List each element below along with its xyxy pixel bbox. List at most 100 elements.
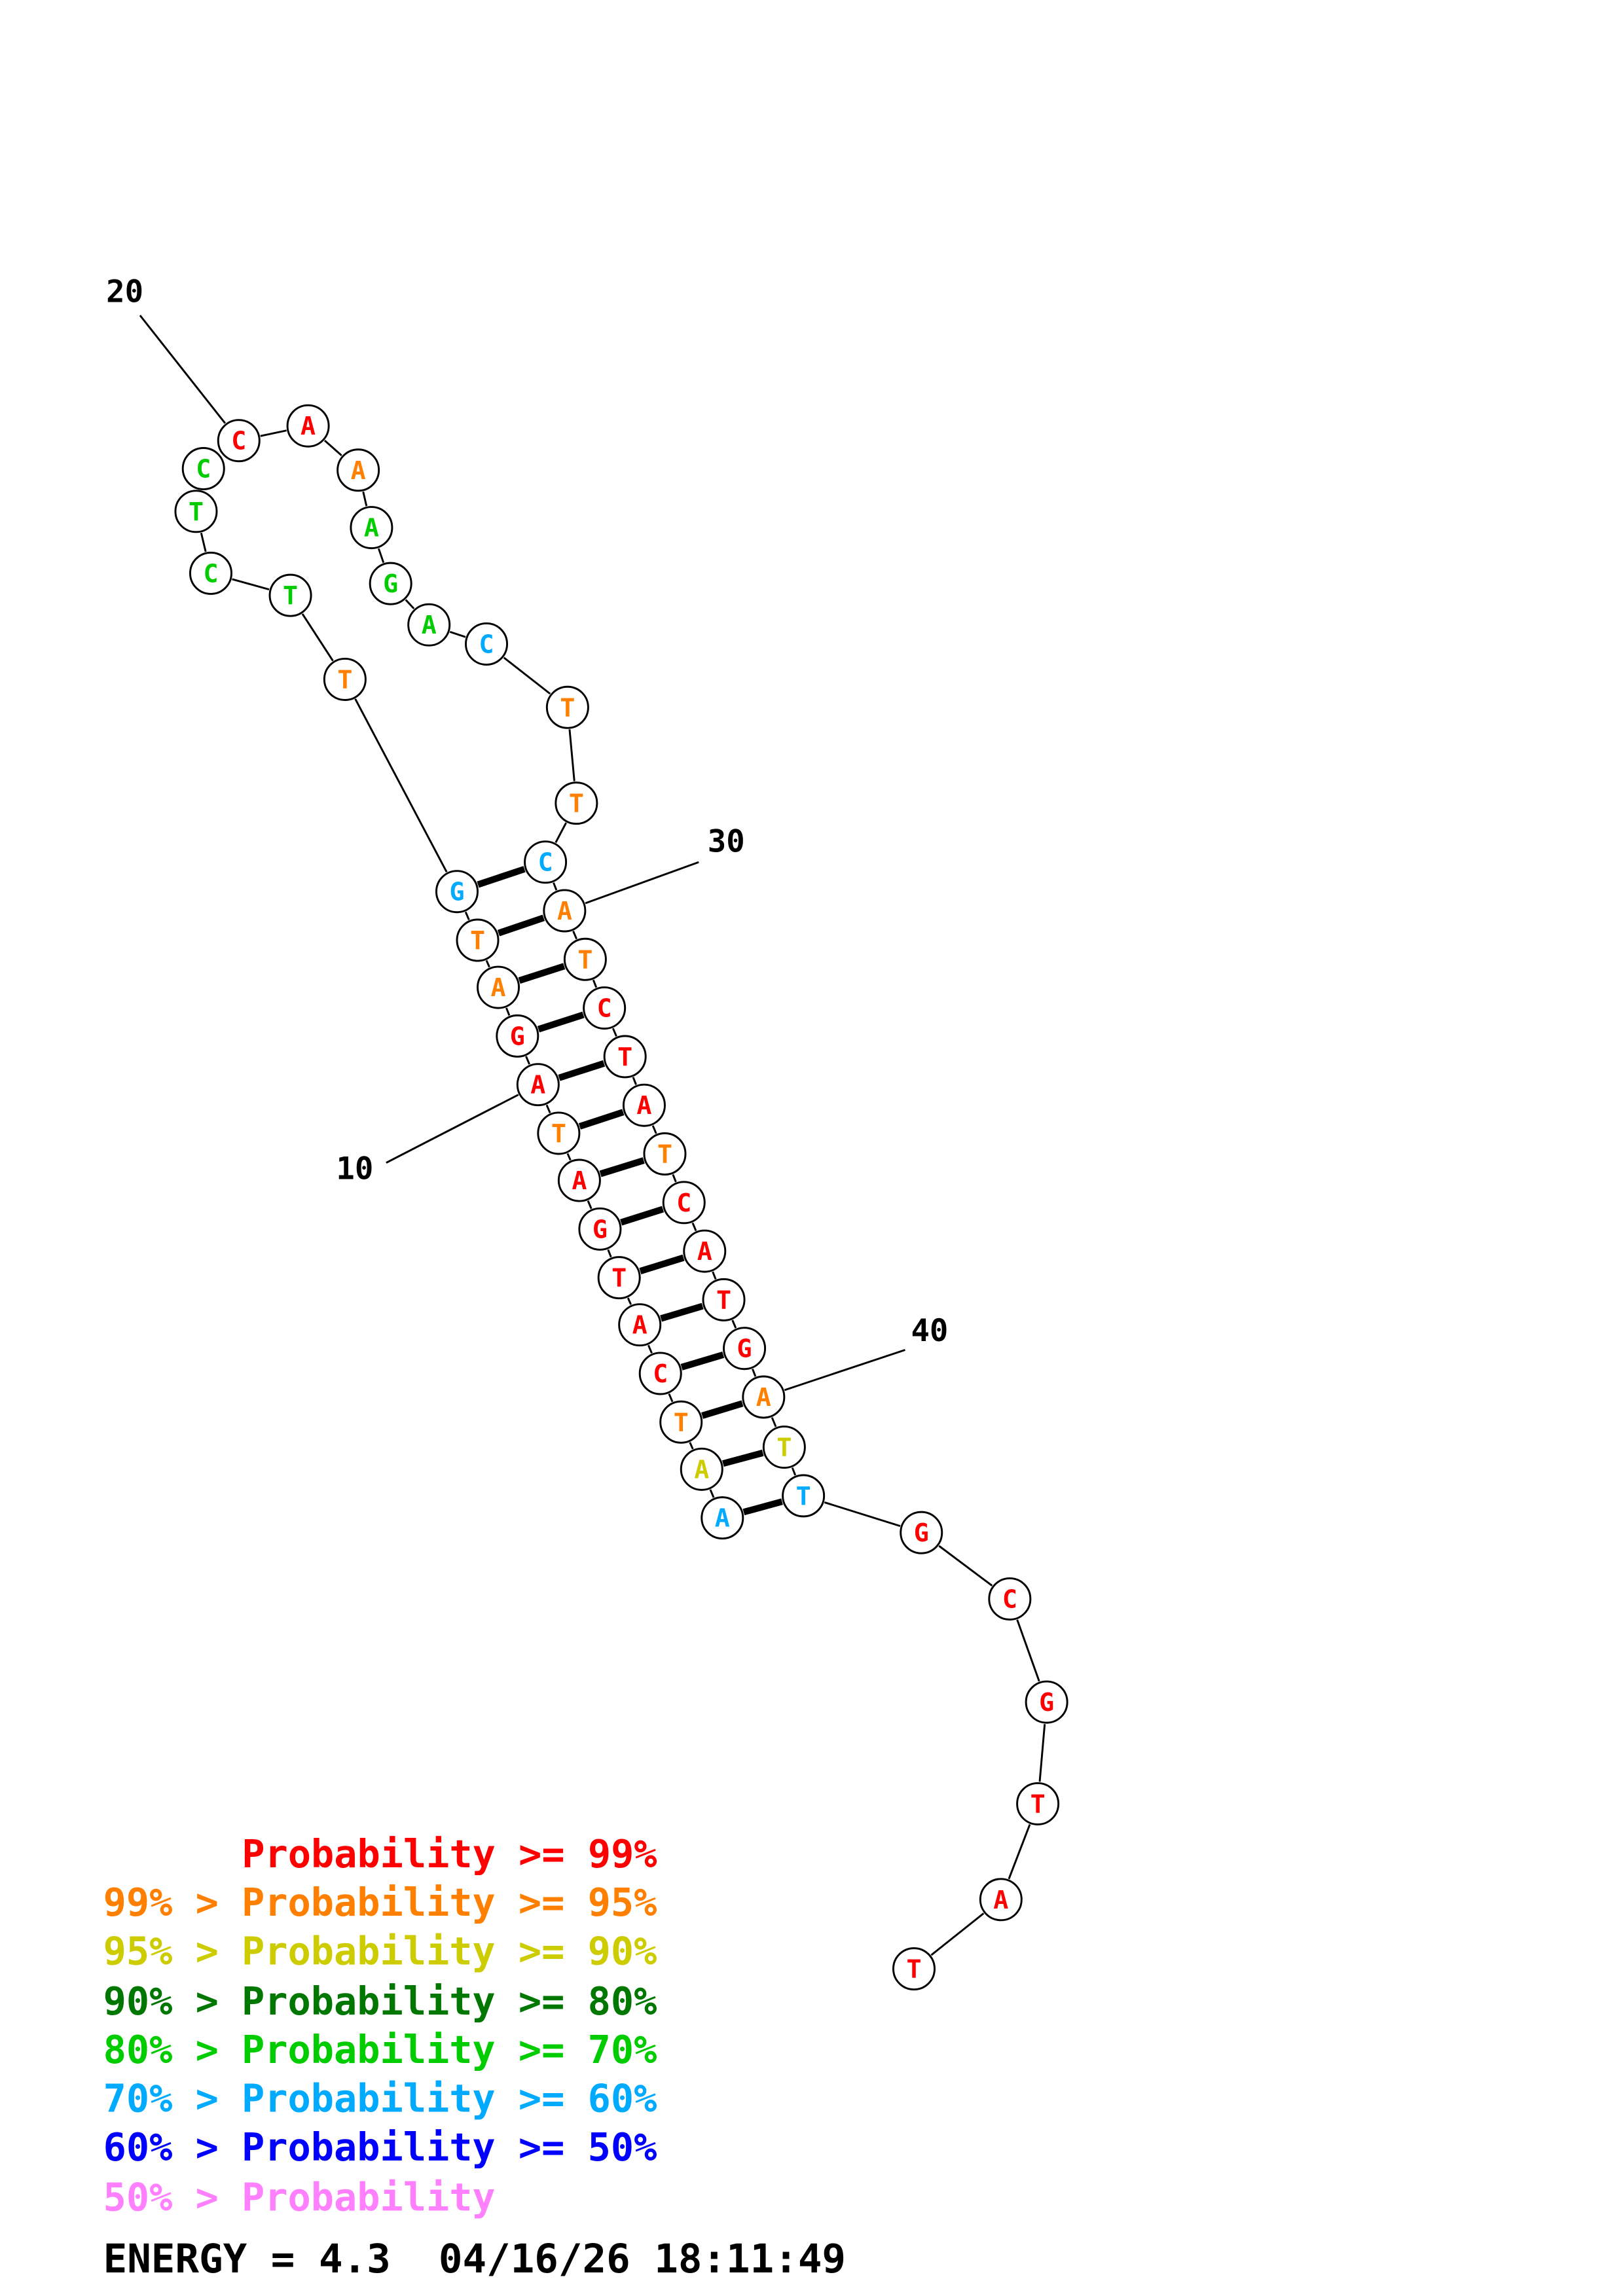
backbone-segment — [505, 1007, 511, 1016]
base-circle — [268, 573, 312, 617]
base-letter: G — [737, 1335, 752, 1364]
legend-line: 99% > Probability >= 95% — [103, 1880, 657, 1925]
base-letter: G — [914, 1518, 929, 1548]
number-leader-line — [386, 1094, 519, 1164]
base-circle — [680, 1447, 723, 1491]
number-leader-line — [784, 1349, 905, 1391]
backbone-segment — [712, 1271, 717, 1280]
backbone-segment — [260, 429, 287, 437]
number-leader-line — [585, 861, 699, 905]
base-letter: A — [572, 1166, 587, 1196]
base-letter: T — [283, 581, 298, 611]
backbone-segment — [647, 1344, 653, 1354]
pair-bond — [680, 1352, 725, 1371]
base-circle — [181, 447, 225, 491]
backbone-segment — [1016, 1619, 1040, 1682]
pair-bonds — [477, 866, 783, 1516]
pair-bond — [477, 866, 526, 888]
base-circle — [638, 1352, 682, 1395]
base-circle — [189, 551, 232, 595]
base-letter: T — [189, 497, 204, 527]
backbone-lines — [200, 429, 1046, 1956]
base-circle — [683, 1229, 727, 1273]
backbone-segment — [752, 1369, 757, 1377]
backbone-segment — [731, 1319, 737, 1329]
sequence-number-label: 10 — [336, 1151, 373, 1187]
backbone-segment — [503, 656, 551, 695]
base-letter: C — [676, 1189, 691, 1218]
base-letter: C — [203, 559, 218, 588]
pair-bond — [558, 1060, 606, 1081]
backbone-segment — [668, 1393, 674, 1403]
pair-bond — [578, 1109, 625, 1130]
base-letter: T — [617, 1043, 632, 1072]
base-letter: T — [577, 945, 593, 975]
base-letter: G — [383, 569, 398, 599]
backbone-segment — [709, 1489, 715, 1498]
legend-line: 80% > Probability >= 70% — [103, 2028, 657, 2072]
base-letter: A — [364, 514, 379, 543]
base-circle — [435, 870, 479, 914]
base-circle — [659, 1400, 703, 1444]
base-letter: T — [470, 926, 485, 956]
legend-line: 70% > Probability >= 60% — [103, 2077, 657, 2121]
backbone-segment — [587, 1200, 593, 1210]
base-letter: A — [530, 1071, 545, 1100]
base-letter: C — [538, 848, 553, 878]
backbone-segment — [930, 1912, 985, 1956]
base-letter: C — [653, 1359, 668, 1389]
base-letter: A — [694, 1455, 709, 1484]
base-circle — [323, 658, 367, 701]
backbone-segment — [607, 1249, 612, 1258]
backbone-segment — [525, 1056, 530, 1065]
legend-line: 60% > Probability >= 50% — [103, 2125, 657, 2170]
backbone-segment — [627, 1297, 632, 1305]
sequence-number-label: 40 — [911, 1313, 948, 1349]
base-circle — [979, 1878, 1023, 1922]
backbone-segment — [1008, 1823, 1031, 1880]
base-letter: A — [422, 611, 437, 640]
pair-bond — [537, 1011, 585, 1033]
backbone-segment — [791, 1467, 797, 1476]
backbone-segment — [405, 599, 415, 609]
base-circle — [516, 1063, 560, 1107]
backbone-segment — [545, 1104, 551, 1113]
backbone-segment — [689, 1442, 694, 1450]
base-circle — [782, 1474, 826, 1518]
base-letter: C — [479, 630, 494, 659]
backbone-segment — [377, 548, 385, 564]
base-letter: T — [611, 1264, 627, 1293]
backbone-segment — [566, 1153, 572, 1161]
base-circle — [174, 490, 218, 533]
bases: AATCATGATAGATGTTCTCCAAAGACTTCATCTATCATGA… — [174, 404, 1068, 1991]
base-circle — [465, 622, 509, 666]
base-circle — [583, 986, 627, 1030]
pair-bond — [620, 1206, 665, 1226]
base-circle — [578, 1207, 622, 1251]
base-circle — [597, 1256, 641, 1300]
base-circle — [702, 1278, 746, 1321]
pair-bond — [599, 1157, 645, 1177]
base-circle — [662, 1181, 706, 1225]
base-circle — [407, 603, 451, 647]
base-letter: A — [697, 1237, 712, 1266]
base-letter: G — [510, 1022, 525, 1051]
base-letter: A — [557, 897, 572, 926]
backbone-segment — [1038, 1724, 1046, 1782]
base-letter: A — [491, 973, 506, 1003]
pair-bond — [497, 914, 545, 937]
base-letter: A — [301, 412, 316, 441]
base-circle — [563, 937, 607, 981]
probability-legend: Probability >= 99%99% > Probability >= 9… — [103, 1832, 657, 2220]
base-circle — [369, 562, 412, 605]
base-circle — [537, 1111, 581, 1155]
backbone-segment — [553, 882, 558, 891]
base-letter: T — [657, 1140, 672, 1170]
backbone-segment — [200, 532, 207, 552]
legend-line: Probability >= 99% — [242, 1832, 657, 1876]
base-circle — [217, 419, 261, 463]
backbone-segment — [651, 1125, 657, 1134]
base-letter: T — [1030, 1789, 1046, 1819]
base-circle — [557, 1158, 601, 1202]
